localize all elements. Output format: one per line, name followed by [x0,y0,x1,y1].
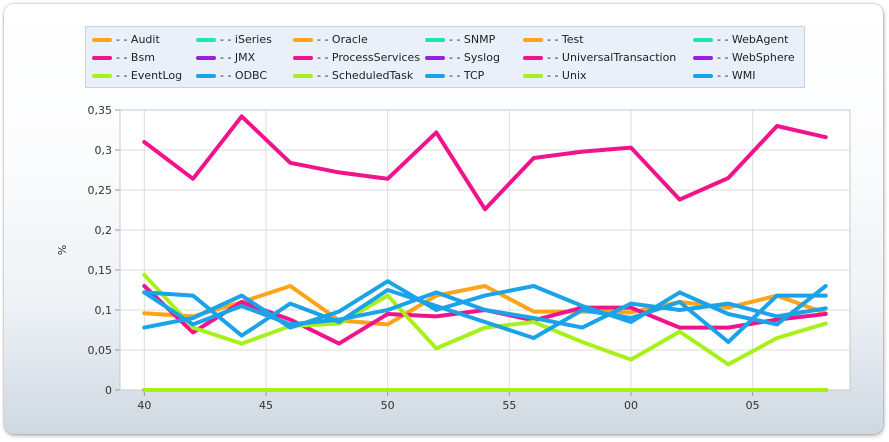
x-tick-label: 45 [259,399,273,412]
legend-label: - - Test [547,33,584,46]
legend-item-universaltransaction[interactable]: - - UniversalTransaction [523,50,676,65]
label-layer: 0 0,05 0,1 0,15 0,2 0,25 0,3 0,35 40 45 50 55 00 05% [56,104,760,412]
legend-item-eventlog[interactable]: - - EventLog [92,68,182,83]
legend-label: - - TCP [449,69,485,82]
legend-swatch [523,73,543,78]
legend-item-audit[interactable]: - - Audit [92,32,160,47]
legend-item-odbc[interactable]: - - ODBC [196,68,267,83]
legend-item-unix[interactable]: - - Unix [523,68,587,83]
legend-label: - - Syslog [449,51,500,64]
series-line-universaltransaction [142,114,828,212]
legend-item-tcp[interactable]: - - TCP [425,68,484,83]
x-tick-label: 50 [381,399,395,412]
legend-item-jmx[interactable]: - - JMX [196,50,255,65]
series-line-eventlog [142,272,828,367]
legend-swatch [92,55,112,60]
legend-label: - - SNMP [449,33,496,46]
legend-swatch [92,37,112,42]
legend-swatch [425,73,445,78]
legend-item-webagent[interactable]: - - WebAgent [693,32,788,47]
legend-item-snmp[interactable]: - - SNMP [425,32,495,47]
legend-item-test[interactable]: - - Test [523,32,584,47]
chart-legend: - - Audit - - iSeries - - Oracle - - SNMP - … [85,26,805,88]
legend-label: - - EventLog [116,69,183,82]
plot-area [120,110,850,390]
legend-swatch [92,73,112,78]
legend-label: - - iSeries [220,33,272,46]
y-tick-label: 0,35 [88,104,113,117]
y-tick-label: 0,1 [95,304,113,317]
legend-item-bsm[interactable]: - - Bsm [92,50,155,65]
y-tick-label: 0,15 [88,264,113,277]
y-tick-label: 0,3 [95,144,113,157]
legend-swatch [293,73,313,78]
legend-label: - - Unix [547,69,587,82]
legend-item-wmi[interactable]: - - WMI [693,68,756,83]
legend-swatch [425,55,445,60]
legend-swatch [523,55,543,60]
y-tick-label: 0 [105,384,112,397]
legend-label: - - ScheduledTask [317,69,414,82]
legend-label: - - Oracle [317,33,368,46]
series-line-odbc [142,288,828,344]
legend-label: - - ODBC [220,69,268,82]
x-tick-label: 55 [502,399,516,412]
legend-label: - - WMI [717,69,756,82]
series-line-wmi [142,290,828,330]
legend-item-processservices[interactable]: - - ProcessServices [293,50,420,65]
legend-label: - - ProcessServices [317,51,421,64]
legend-item-iseries[interactable]: - - iSeries [196,32,272,47]
legend-item-websphere[interactable]: - - WebSphere [693,50,795,65]
legend-swatch [425,37,445,42]
x-tick-label: 05 [746,399,760,412]
grid-layer [120,109,850,391]
legend-swatch [196,37,216,42]
x-tick-label: 40 [137,399,151,412]
legend-label: - - UniversalTransaction [547,51,677,64]
legend-swatch [293,55,313,60]
legend-swatch [523,37,543,42]
legend-swatch [196,55,216,60]
legend-label: - - Bsm [116,51,155,64]
legend-item-syslog[interactable]: - - Syslog [425,50,500,65]
legend-item-oracle[interactable]: - - Oracle [293,32,368,47]
y-axis-label: % [56,245,69,255]
legend-swatch [693,37,713,42]
x-tick-label: 00 [624,399,638,412]
series-layer [142,114,828,392]
legend-swatch [693,55,713,60]
legend-swatch [196,73,216,78]
y-tick-label: 0,05 [88,344,113,357]
legend-swatch [293,37,313,42]
y-tick-label: 0,2 [95,224,113,237]
legend-label: - - WebSphere [717,51,795,64]
y-tick-label: 0,25 [88,184,113,197]
legend-item-scheduledtask[interactable]: - - ScheduledTask [293,68,413,83]
legend-swatch [693,73,713,78]
legend-label: - - WebAgent [717,33,789,46]
legend-label: - - JMX [220,51,256,64]
legend-label: - - Audit [116,33,160,46]
